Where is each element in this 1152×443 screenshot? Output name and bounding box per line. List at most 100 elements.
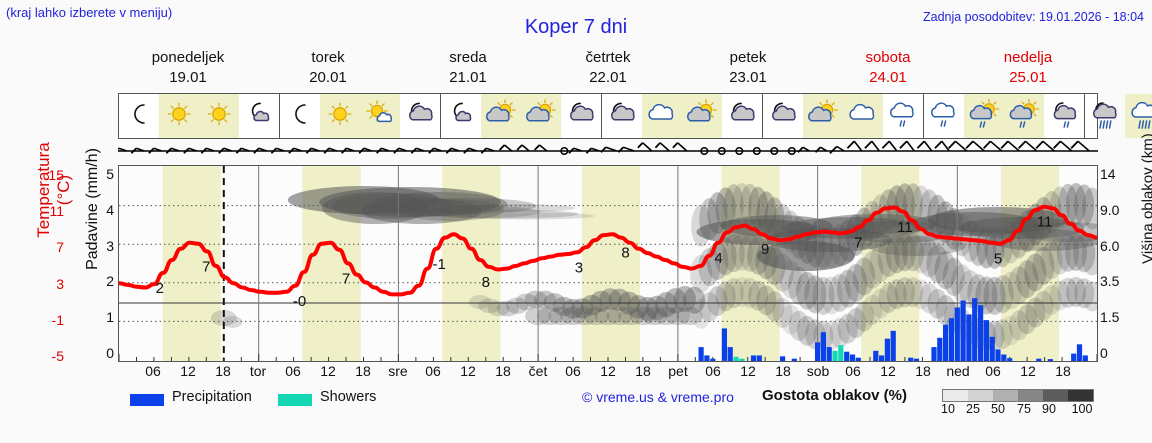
x-tick-17: 12 <box>740 363 756 379</box>
svg-text:9: 9 <box>761 241 769 258</box>
cloud-tick-4: 1.5 <box>1100 309 1120 326</box>
cloud-tick-3: 3.5 <box>1100 273 1120 290</box>
x-tick-8: 06 <box>425 363 441 379</box>
cloud-tick-0: 14 <box>1100 166 1116 182</box>
x-tick-11: čet <box>528 363 548 379</box>
sun-cloud-icon <box>481 94 521 138</box>
moon-cloud-drizzle-icon <box>1044 94 1084 138</box>
svg-text:-1: -1 <box>433 256 446 273</box>
icon-day-4 <box>763 94 924 138</box>
x-tick-10: 18 <box>495 363 511 379</box>
x-tick-7: sre <box>388 363 408 379</box>
x-tick-22: 18 <box>915 363 931 379</box>
chart-legend: Precipitation Showers © vreme.us & vreme… <box>0 387 1152 416</box>
day-name: torek <box>311 49 345 66</box>
icon-day-0 <box>119 94 280 138</box>
copyright-text: © vreme.us & vreme.pro <box>582 389 734 405</box>
x-tick-15: pet <box>668 363 688 379</box>
precipitation-legend-swatch <box>130 394 164 406</box>
sun-clear-icon <box>199 94 239 138</box>
svg-text:-0: -0 <box>293 293 306 310</box>
wind-barb-row <box>118 139 1098 165</box>
x-tick-20: 06 <box>845 363 861 379</box>
x-tick-16: 06 <box>705 363 721 379</box>
day-date: 19.01 <box>169 69 207 86</box>
cloud-density-tick-5: 100 <box>1071 402 1093 416</box>
sun-clear-icon <box>320 94 360 138</box>
prec-tick-1: 4 <box>106 201 114 218</box>
day-header-2: sreda 21.01 <box>398 48 538 90</box>
svg-text:11: 11 <box>897 219 913 236</box>
sun-cloud-drizzle-icon <box>1004 94 1044 138</box>
day-header-1: torek 20.01 <box>258 48 398 90</box>
weather-icon-row <box>118 93 1152 139</box>
cloud-density-tick-3: 75 <box>1017 402 1031 416</box>
x-axis-tick-labels: 06 12 18 tor 06 12 18 sre 06 12 18 čet 06 12 18 pet 06 12… <box>118 363 1098 383</box>
day-name: četrtek <box>585 49 631 66</box>
cloud-density-tick-1: 25 <box>966 402 980 416</box>
day-header-4: petek 23.01 <box>678 48 818 90</box>
sun-cloud-icon <box>682 94 722 138</box>
moon-cloudy-icon <box>400 94 440 138</box>
prec-tick-3: 2 <box>106 273 114 290</box>
sun-cloud-icon <box>521 94 561 138</box>
moon-cloud-rain-icon <box>1085 94 1125 138</box>
wind-barbs <box>118 140 1098 156</box>
moon-cloudy-icon <box>602 94 642 138</box>
day-date: 21.01 <box>449 69 487 86</box>
icon-day-2 <box>441 94 602 138</box>
cloud-height-axis-ticks: 14 9.0 6.0 3.5 1.5 0 <box>1100 165 1134 362</box>
sun-cloud-drizzle-icon <box>964 94 1004 138</box>
svg-text:2: 2 <box>156 280 164 297</box>
svg-text:8: 8 <box>621 245 629 262</box>
temp-tick-5: -5 <box>51 348 64 364</box>
day-date: 24.01 <box>869 69 907 86</box>
temp-tick-4: -1 <box>51 311 64 328</box>
day-header-0: ponedeljek 19.01 <box>118 48 258 90</box>
x-tick-24: 06 <box>985 363 1001 379</box>
showers-legend-swatch <box>278 394 312 406</box>
icon-day-6 <box>1085 94 1152 138</box>
cloud-density-colorbar <box>942 389 1094 402</box>
day-header-5: sobota 24.01 <box>818 48 958 90</box>
icon-day-3 <box>602 94 763 138</box>
svg-text:8: 8 <box>482 274 490 291</box>
x-tick-6: 18 <box>355 363 371 379</box>
day-name: petek <box>729 49 767 66</box>
page-title: Koper 7 dni <box>524 16 628 38</box>
temp-tick-3: 3 <box>56 275 64 292</box>
cloud-height-axis-title: Višina oblakov (km) <box>1139 133 1152 264</box>
day-header-6: nedelja 25.01 <box>958 48 1098 90</box>
moon-cloudy-icon <box>722 94 762 138</box>
cloud-density-tick-2: 50 <box>991 402 1005 416</box>
prec-tick-0: 5 <box>106 166 114 182</box>
moon-clear-icon <box>280 94 320 138</box>
moon-partly-cloudy-icon <box>239 94 279 138</box>
precipitation-legend-label: Precipitation <box>172 389 252 405</box>
sun-clear-icon <box>159 94 199 138</box>
sun-cloud-icon <box>803 94 843 138</box>
x-tick-14: 18 <box>635 363 651 379</box>
last-update-text: Zadnja posodobitev: 19.01.2026 - 18:04 <box>922 10 1144 24</box>
sun-small-cloud-icon <box>360 94 400 138</box>
x-tick-5: 12 <box>320 363 336 379</box>
day-date: 20.01 <box>309 69 347 86</box>
x-tick-0: 06 <box>145 363 161 379</box>
day-name: sreda <box>449 49 487 66</box>
day-header-row: ponedeljek 19.01 torek 20.01 sreda 21.01 četrt… <box>118 48 1098 90</box>
x-tick-21: 12 <box>880 363 896 379</box>
day-date: 23.01 <box>729 69 767 86</box>
temp-tick-1: 11 <box>49 203 64 220</box>
temperature-axis-ticks: 15 11 7 3 -1 -5 <box>30 165 64 364</box>
prec-tick-4: 1 <box>106 309 114 326</box>
x-tick-1: 12 <box>180 363 196 379</box>
x-tick-26: 18 <box>1055 363 1071 379</box>
showers-legend-label: Showers <box>320 389 377 405</box>
svg-text:4: 4 <box>714 250 722 267</box>
prec-tick-5: 0 <box>106 345 114 361</box>
x-tick-12: 06 <box>565 363 581 379</box>
temp-tick-0: 15 <box>48 167 64 183</box>
day-date: 25.01 <box>1009 69 1047 86</box>
x-tick-2: 18 <box>215 363 231 379</box>
day-date: 22.01 <box>589 69 627 86</box>
